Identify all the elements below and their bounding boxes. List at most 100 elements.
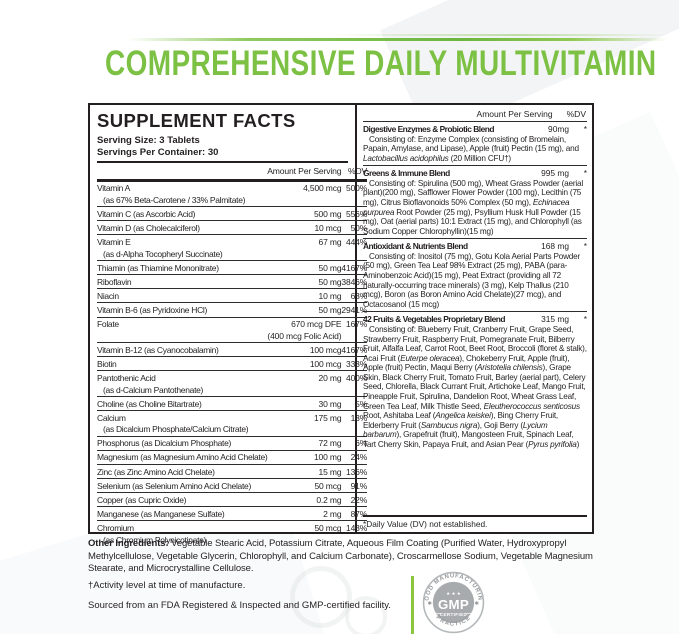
nutrient-dv: 400% xyxy=(346,372,368,383)
blend-section: Antioxidant & Nutrients Blend 168 mg * C… xyxy=(363,239,587,313)
nutrient-amount-sub xyxy=(267,385,341,397)
sourced-note: Sourced from an FDA Registered & Inspect… xyxy=(88,600,391,611)
table-row: Selenium (as Selenium Amino Acid Chelate… xyxy=(97,478,368,493)
nutrient-amount-sub xyxy=(267,195,341,207)
table-row: Choline (as Choline Bitartrate) 30 mg 5% xyxy=(97,396,367,411)
blend-name: Greens & Immune Blend xyxy=(363,168,450,179)
nutrient-amount: 50 mg xyxy=(318,304,342,315)
nutrient-name: Copper (as Cupric Oxide) xyxy=(97,494,187,505)
table-row: Vitamin E 67 mg 444% (as d-Alpha Tocophe… xyxy=(97,234,368,261)
nutrient-dv: 13% xyxy=(350,412,368,423)
nutrient-amount: 50 mg xyxy=(318,276,342,287)
blend-description: Consisting of: Inositol (75 mg), Gotu Ko… xyxy=(363,251,581,309)
blend-amount: 315 mg xyxy=(541,314,569,325)
nutrient-name: Thiamin (as Thiamine Mononitrate) xyxy=(97,262,219,273)
nutrient-dv: 333% xyxy=(346,358,368,369)
column-header-amount: Amount Per Serving xyxy=(267,166,342,176)
nutrient-amount-sub: (400 mcg Folic Acid) xyxy=(267,330,342,341)
nutrient-name-sub: (as Dicalcium Phosphate/Calcium Citrate) xyxy=(103,424,249,435)
nutrient-name-sub: (as Chromium Polynicotinate) xyxy=(103,534,207,545)
blends-column: Amount Per Serving %DV Digestive Enzymes… xyxy=(357,105,592,532)
nutrient-amount: 72 mg xyxy=(318,438,342,449)
nutrient-amount: 10 mg xyxy=(318,290,342,301)
supplement-facts-table: Amount Per Serving %DV Vitamin A 4,500 m… xyxy=(97,163,367,546)
nutrient-amount: 500 mg xyxy=(313,208,342,219)
footer-separator-line xyxy=(411,576,414,634)
nutrient-name: Vitamin D (as Cholecalciferol) xyxy=(97,222,200,233)
table-row: Vitamin C (as Ascorbic Acid) 500 mg 556% xyxy=(97,206,367,221)
table-row: Niacin 10 mg 63% xyxy=(97,288,368,303)
seal-side-star: ✱ xyxy=(474,601,479,607)
blend-dv-asterisk: * xyxy=(583,124,587,134)
other-ingredients-label: Other Ingredients: xyxy=(88,538,169,549)
nutrient-amount: 4,500 mcg xyxy=(303,183,342,194)
nutrient-dv: 167% xyxy=(346,319,368,330)
nutrient-dv: 22% xyxy=(350,494,368,505)
blend-list: Digestive Enzymes & Probiotic Blend 90mg… xyxy=(363,122,587,515)
nutrient-name: Vitamin A xyxy=(97,183,131,194)
table-row: Zinc (as Zinc Amino Acid Chelate) 15 mg … xyxy=(97,464,367,479)
seal-certified-text: CERTIFIED xyxy=(440,612,468,617)
nutrient-amount: 10 mcg xyxy=(314,222,342,233)
nutrient-dv: 6% xyxy=(355,438,368,449)
table-row: Vitamin B-12 (as Cyanocobalamin) 100 mcg… xyxy=(97,342,368,357)
nutrient-amount: 670 mcg DFE xyxy=(291,319,342,330)
nutrient-dv: 2941% xyxy=(341,304,368,315)
table-row: Manganese (as Manganese Sulfate) 2 mg 87… xyxy=(97,506,368,521)
nutrient-name: Niacin xyxy=(97,290,119,301)
seal-gmp-text: GMP xyxy=(438,597,469,612)
nutrient-name-sub: (as d-Calcium Pantothenate) xyxy=(103,384,204,395)
table-row: Calcium 175 mg 13% (as Dicalcium Phospha… xyxy=(97,410,368,437)
nutrient-amount: 100 mcg xyxy=(309,344,342,355)
blend-description: Consisting of: Spirulina (500 mg), Wheat… xyxy=(363,178,583,236)
table-row: Vitamin D (as Cholecalciferol) 10 mcg 50… xyxy=(97,220,367,235)
blend-name: Digestive Enzymes & Probiotic Blend xyxy=(363,124,494,134)
nutrient-name: Choline (as Choline Bitartrate) xyxy=(97,398,202,409)
table-row: Phosphorus (as Dicalcium Phosphate) 72 m… xyxy=(97,436,367,450)
nutrient-name-sub: (as 67% Beta-Carotene / 33% Palmitate) xyxy=(103,194,246,205)
blend-description: Consisting of: Enzyme Complex (consistin… xyxy=(363,134,579,163)
table-row: Vitamin B-6 (as Pyridoxine HCl) 50 mg 29… xyxy=(97,302,368,317)
nutrient-name: Biotin xyxy=(97,358,117,369)
table-row: Vitamin A 4,500 mcg 500% (as 67% Beta-Ca… xyxy=(97,180,367,207)
nutrient-name: Folate xyxy=(97,319,119,330)
table-row: Biotin 100 mcg 333% xyxy=(97,356,368,371)
title-accent-line xyxy=(128,38,668,41)
nutrient-dv: 4167% xyxy=(341,262,368,273)
table-row: Chromium 50 mcg 143% (as Chromium Polyni… xyxy=(97,520,367,546)
blend-name: 42 Fruits & Vegetables Proprietary Blend xyxy=(363,314,505,325)
nutrient-name: Zinc (as Zinc Amino Acid Chelate) xyxy=(97,466,215,477)
nutrient-dv: 444% xyxy=(346,236,368,247)
blend-section: 42 Fruits & Vegetables Proprietary Blend… xyxy=(363,312,587,451)
nutrient-name-sub: (as d-Alpha Tocopheryl Succinate) xyxy=(103,248,223,259)
table-row: Copper (as Cupric Oxide) 0.2 mg 22% xyxy=(97,492,368,507)
blend-dv-asterisk: * xyxy=(583,241,587,252)
nutrient-dv: 91% xyxy=(350,480,368,491)
blend-amount: 168 mg xyxy=(541,241,569,252)
blend-amount: 90mg xyxy=(548,124,569,134)
nutrient-dv: 4167% xyxy=(341,344,368,355)
table-row: Magnesium (as Magnesium Amino Acid Chela… xyxy=(97,450,367,464)
dv-footnote: *Daily Value (DV) not established. xyxy=(363,514,587,531)
facts-column: SUPPLEMENT FACTS Serving Size: 3 Tablets… xyxy=(90,105,367,545)
nutrient-name: Calcium xyxy=(97,412,126,423)
nutrient-dv: 3846% xyxy=(341,276,368,287)
column-header-dv: %DV xyxy=(348,166,368,176)
nutrient-dv: 63% xyxy=(350,290,368,301)
nutrient-amount-sub xyxy=(267,424,341,436)
nutrient-name: Vitamin E xyxy=(97,236,131,247)
blend-dv-asterisk: * xyxy=(583,168,587,179)
other-ingredients: Other Ingredients: Vegetable Stearic Aci… xyxy=(88,538,593,574)
nutrient-name: Selenium (as Selenium Amino Acid Chelate… xyxy=(97,480,252,491)
nutrient-amount: 50 mg xyxy=(318,262,342,273)
nutrient-amount: 100 mcg xyxy=(309,358,342,369)
nutrient-amount: 15 mg xyxy=(318,466,342,477)
nutrient-name: Pantothenic Acid xyxy=(97,372,156,383)
nutrient-name: Vitamin B-6 (as Pyridoxine HCl) xyxy=(97,304,208,315)
nutrient-dv: 87% xyxy=(350,508,368,519)
nutrient-amount: 30 mg xyxy=(318,398,342,409)
nutrient-dv: 24% xyxy=(350,452,368,463)
blend-amount: 995 mg xyxy=(541,168,569,179)
title-accent-line xyxy=(330,34,670,36)
